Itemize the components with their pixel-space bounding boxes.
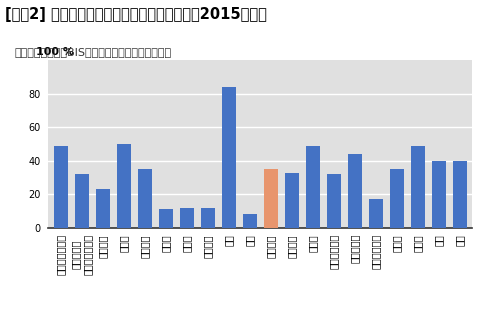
Bar: [411, 146, 425, 228]
Bar: [201, 208, 214, 228]
Bar: [243, 214, 256, 228]
Bar: [369, 199, 383, 228]
Bar: [96, 189, 109, 228]
Bar: [138, 169, 152, 228]
Text: 資料：国際連合とBISのデータより、著者にて作成: 資料：国際連合とBISのデータより、著者にて作成: [14, 47, 172, 57]
Bar: [390, 169, 403, 228]
Bar: [75, 174, 89, 228]
Bar: [222, 87, 236, 228]
Bar: [432, 161, 445, 228]
Bar: [54, 146, 67, 228]
Bar: [285, 173, 299, 228]
Bar: [306, 146, 320, 228]
Bar: [348, 154, 362, 228]
Bar: [159, 209, 173, 228]
Text: [図表2] 民間消費に占めるカード決済の割合（2015年度）: [図表2] 民間消費に占めるカード決済の割合（2015年度）: [5, 7, 267, 22]
Bar: [180, 208, 194, 228]
Text: 100 %: 100 %: [36, 47, 74, 57]
Bar: [453, 161, 467, 228]
Bar: [327, 174, 341, 228]
Bar: [264, 169, 278, 228]
Bar: [117, 144, 131, 228]
